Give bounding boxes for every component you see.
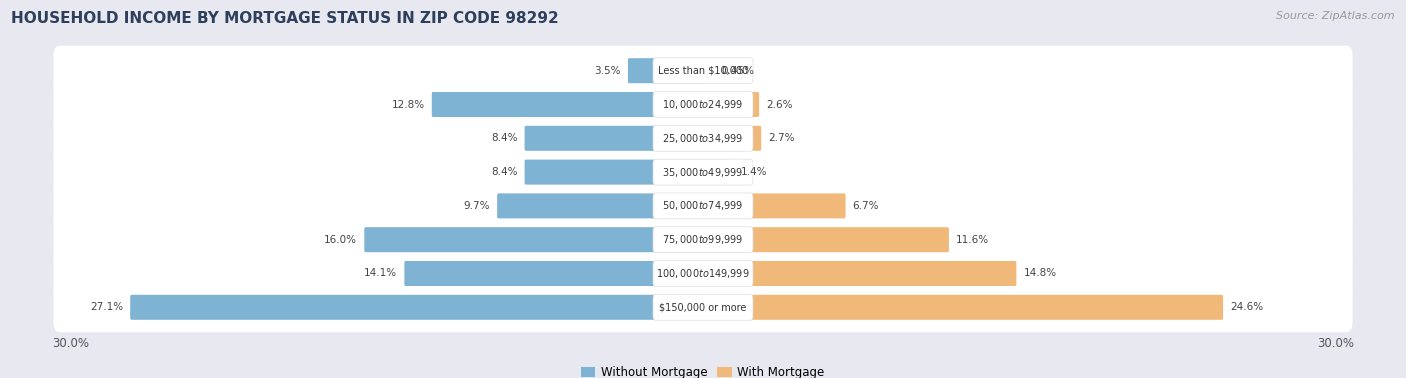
Text: Source: ZipAtlas.com: Source: ZipAtlas.com — [1277, 11, 1395, 21]
FancyBboxPatch shape — [524, 160, 704, 184]
Text: 3.5%: 3.5% — [595, 66, 621, 76]
Text: 0.45%: 0.45% — [721, 66, 754, 76]
FancyBboxPatch shape — [702, 227, 949, 252]
FancyBboxPatch shape — [652, 58, 754, 84]
Text: Less than $10,000: Less than $10,000 — [658, 66, 748, 76]
FancyBboxPatch shape — [53, 181, 1353, 231]
FancyBboxPatch shape — [652, 125, 754, 151]
FancyBboxPatch shape — [524, 126, 704, 151]
FancyBboxPatch shape — [652, 193, 754, 219]
FancyBboxPatch shape — [628, 58, 704, 83]
Text: 12.8%: 12.8% — [391, 99, 425, 110]
Text: $35,000 to $49,999: $35,000 to $49,999 — [662, 166, 744, 178]
Text: $75,000 to $99,999: $75,000 to $99,999 — [662, 233, 744, 246]
FancyBboxPatch shape — [702, 126, 761, 151]
Text: 8.4%: 8.4% — [491, 167, 517, 177]
FancyBboxPatch shape — [652, 159, 754, 185]
FancyBboxPatch shape — [405, 261, 704, 286]
Text: 16.0%: 16.0% — [325, 235, 357, 245]
Text: 6.7%: 6.7% — [852, 201, 879, 211]
Text: HOUSEHOLD INCOME BY MORTGAGE STATUS IN ZIP CODE 98292: HOUSEHOLD INCOME BY MORTGAGE STATUS IN Z… — [11, 11, 560, 26]
Text: $100,000 to $149,999: $100,000 to $149,999 — [657, 267, 749, 280]
FancyBboxPatch shape — [432, 92, 704, 117]
FancyBboxPatch shape — [53, 282, 1353, 332]
Text: 14.1%: 14.1% — [364, 268, 398, 279]
FancyBboxPatch shape — [364, 227, 704, 252]
FancyBboxPatch shape — [702, 92, 759, 117]
Text: 11.6%: 11.6% — [956, 235, 990, 245]
FancyBboxPatch shape — [702, 295, 1223, 320]
FancyBboxPatch shape — [702, 194, 845, 218]
FancyBboxPatch shape — [652, 227, 754, 253]
FancyBboxPatch shape — [53, 113, 1353, 163]
FancyBboxPatch shape — [53, 147, 1353, 197]
Text: 9.7%: 9.7% — [464, 201, 491, 211]
FancyBboxPatch shape — [498, 194, 704, 218]
Text: 8.4%: 8.4% — [491, 133, 517, 143]
Text: $10,000 to $24,999: $10,000 to $24,999 — [662, 98, 744, 111]
FancyBboxPatch shape — [53, 248, 1353, 299]
FancyBboxPatch shape — [652, 91, 754, 118]
Text: $50,000 to $74,999: $50,000 to $74,999 — [662, 200, 744, 212]
Text: 24.6%: 24.6% — [1230, 302, 1264, 312]
Text: 2.6%: 2.6% — [766, 99, 793, 110]
Text: $150,000 or more: $150,000 or more — [659, 302, 747, 312]
FancyBboxPatch shape — [652, 294, 754, 320]
FancyBboxPatch shape — [702, 261, 1017, 286]
Text: 1.4%: 1.4% — [741, 167, 768, 177]
Text: 27.1%: 27.1% — [90, 302, 124, 312]
FancyBboxPatch shape — [652, 260, 754, 287]
Text: $25,000 to $34,999: $25,000 to $34,999 — [662, 132, 744, 145]
FancyBboxPatch shape — [53, 215, 1353, 265]
Text: 14.8%: 14.8% — [1024, 268, 1057, 279]
FancyBboxPatch shape — [702, 58, 714, 83]
FancyBboxPatch shape — [53, 46, 1353, 96]
FancyBboxPatch shape — [702, 160, 734, 184]
Text: 2.7%: 2.7% — [768, 133, 794, 143]
Legend: Without Mortgage, With Mortgage: Without Mortgage, With Mortgage — [576, 362, 830, 378]
FancyBboxPatch shape — [53, 79, 1353, 130]
FancyBboxPatch shape — [131, 295, 704, 320]
